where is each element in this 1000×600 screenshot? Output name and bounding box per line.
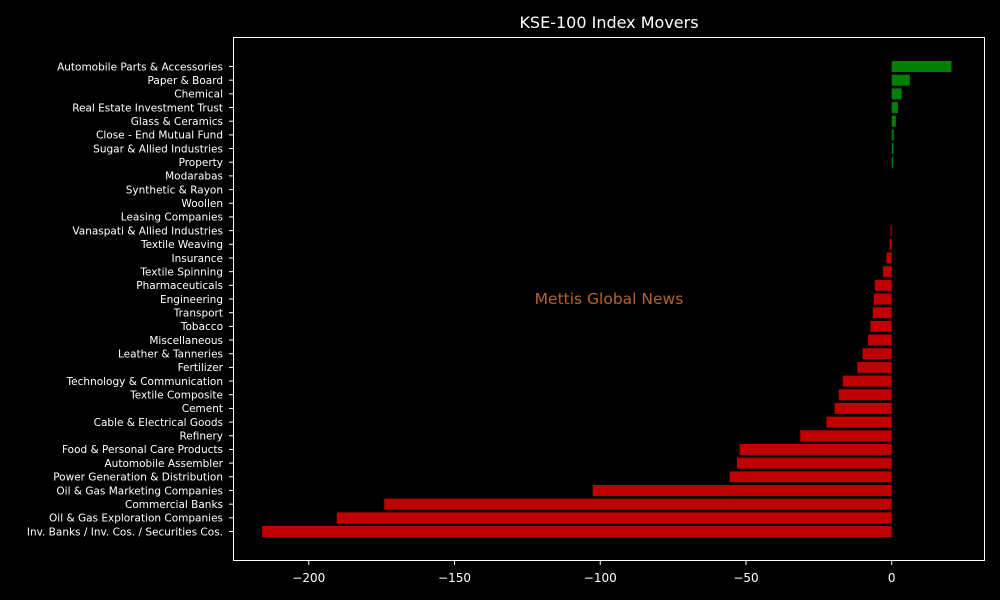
category-label: Cable & Electrical Goods	[94, 417, 223, 429]
bar	[872, 307, 892, 319]
bar	[592, 485, 892, 496]
category-label: Textile Composite	[129, 390, 223, 402]
category-label: Textile Spinning	[139, 266, 223, 278]
category-label: Woollen	[181, 198, 223, 210]
category-label: Power Generation & Distribution	[53, 472, 223, 484]
chart-title: KSE-100 Index Movers	[519, 13, 698, 32]
category-label: Transport	[173, 307, 223, 319]
category-label: Chemical	[174, 89, 223, 101]
bar	[857, 361, 892, 373]
bar	[842, 375, 892, 387]
x-tick-label: −150	[438, 571, 471, 585]
category-label: Pharmaceuticals	[136, 280, 223, 292]
bar	[874, 279, 892, 291]
bar	[891, 102, 898, 113]
category-label: Modarabas	[165, 171, 223, 183]
bar	[826, 416, 892, 428]
bar	[890, 225, 892, 237]
bar	[336, 512, 892, 524]
category-label: Close - End Mutual Fund	[96, 130, 223, 142]
category-label: Fertilizer	[178, 362, 224, 374]
bar	[384, 498, 892, 510]
category-label: Leasing Companies	[121, 212, 223, 224]
category-labels: Automobile Parts & Accessories Paper & Bo…	[27, 61, 233, 538]
category-label: Property	[179, 157, 223, 169]
bar	[891, 115, 896, 127]
bar	[862, 348, 892, 360]
category-label: Paper & Board	[148, 75, 223, 87]
bar	[800, 430, 892, 442]
category-label: Real Estate Investment Trust	[72, 102, 223, 114]
category-label: Technology & Communication	[66, 376, 223, 388]
category-label: Commercial Banks	[125, 499, 223, 511]
watermark-text: Mettis Global News	[535, 290, 684, 308]
category-label: Textile Weaving	[140, 239, 223, 251]
bar	[886, 252, 892, 264]
x-tick-label: −200	[292, 571, 325, 585]
bar	[262, 526, 892, 537]
category-label: Insurance	[171, 253, 223, 265]
category-label: Glass & Ceramics	[131, 116, 223, 128]
x-tick-label: −100	[584, 571, 617, 585]
bar	[882, 266, 892, 278]
bar	[891, 129, 894, 141]
category-label: Leather & Tanneries	[118, 349, 223, 361]
category-label: Engineering	[160, 294, 223, 306]
bar	[870, 320, 892, 332]
x-tick-label: 0	[888, 571, 896, 585]
category-label: Oil & Gas Exploration Companies	[49, 513, 223, 525]
category-label: Food & Personal Care Products	[62, 444, 223, 456]
category-label: Cement	[182, 403, 223, 415]
bar	[834, 402, 892, 414]
category-label: Vanaspati & Allied Industries	[72, 225, 223, 237]
bar	[891, 61, 952, 72]
bar	[891, 74, 910, 86]
category-label: Oil & Gas Marketing Companies	[56, 485, 223, 497]
category-label: Sugar & Allied Industries	[93, 143, 223, 155]
bars-group	[262, 61, 952, 537]
x-tick-label: −50	[733, 571, 758, 585]
bar	[838, 389, 892, 401]
category-label: Tobacco	[180, 321, 223, 333]
bar	[891, 143, 894, 155]
plot-frame	[233, 37, 985, 561]
bar	[891, 156, 894, 168]
category-label: Miscellaneous	[149, 335, 223, 347]
x-axis-ticks: −200 −150 −100 −50 0	[292, 561, 896, 585]
category-label: Refinery	[179, 431, 223, 443]
category-label: Automobile Parts & Accessories	[57, 61, 223, 73]
bar	[889, 238, 892, 250]
bar	[739, 443, 892, 455]
bar	[736, 457, 892, 469]
category-label: Automobile Assembler	[105, 458, 224, 470]
bar	[891, 88, 902, 100]
bar	[873, 293, 892, 305]
bar	[868, 334, 892, 346]
bar	[729, 471, 892, 483]
category-label: Synthetic & Rayon	[126, 184, 223, 196]
category-label: Inv. Banks / Inv. Cos. / Securities Cos.	[27, 526, 223, 538]
